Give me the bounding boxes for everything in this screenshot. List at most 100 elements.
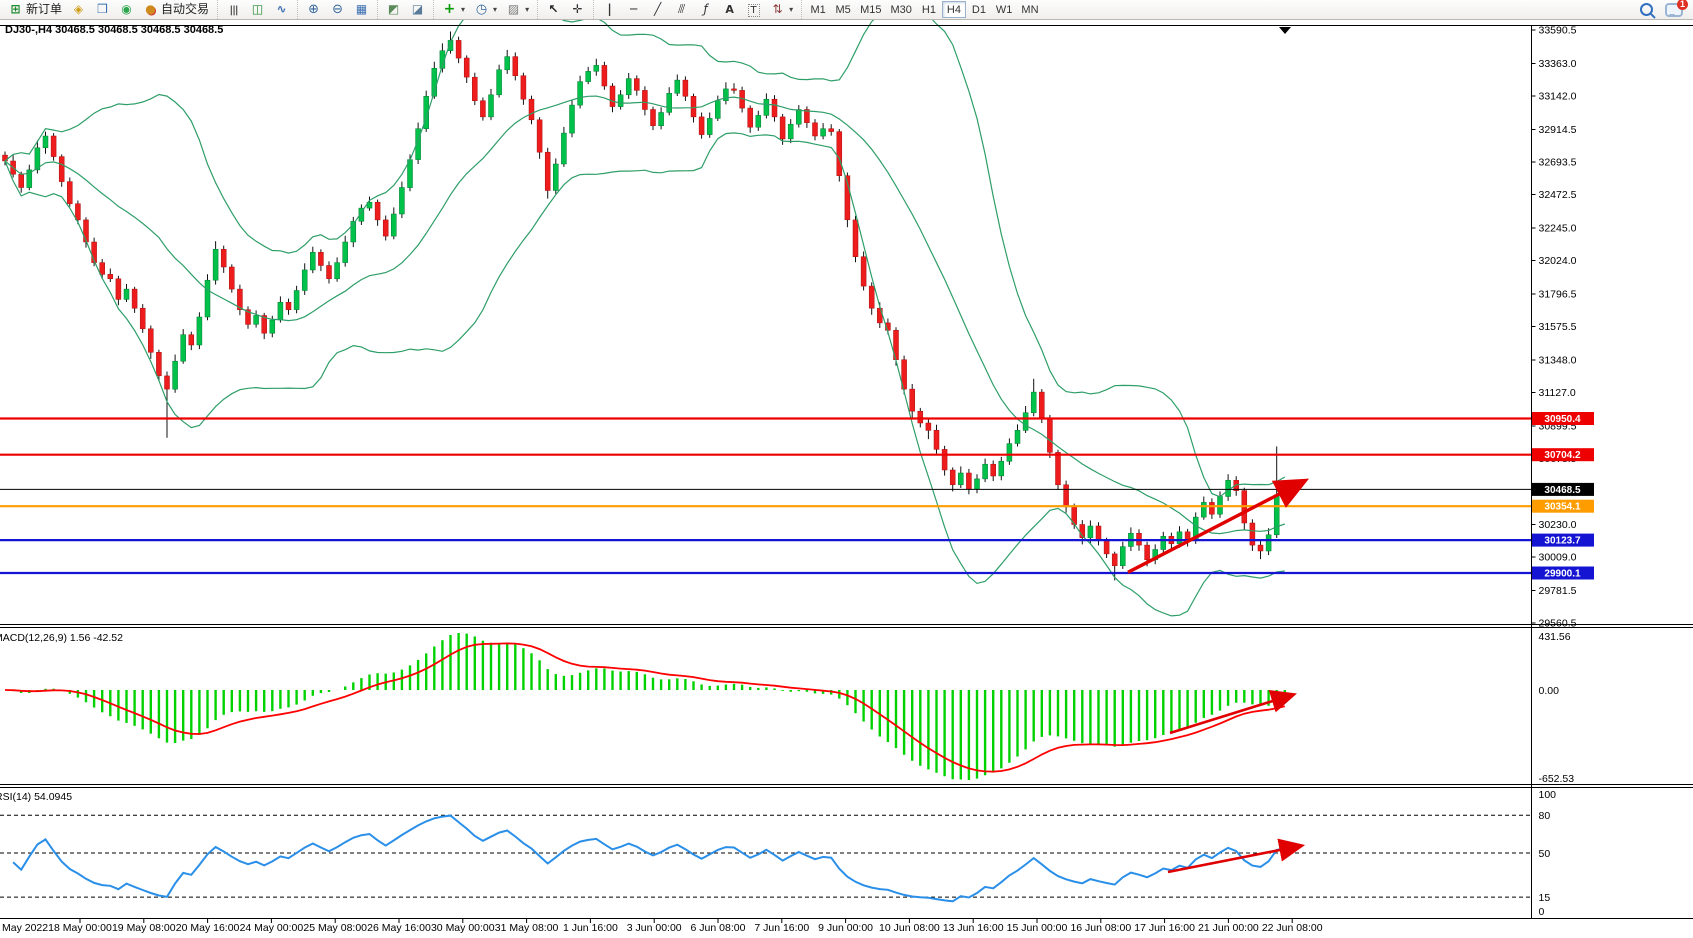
candle-body — [779, 116, 786, 140]
price-tick-label: 32914.5 — [1539, 124, 1577, 136]
time-axis-label: 20 May 16:00 — [176, 922, 240, 934]
candle-body — [455, 40, 462, 59]
toolbar-group: 新订单 自动交易 — [0, 0, 217, 19]
rsi-trend-arrow[interactable] — [1167, 838, 1306, 874]
candle-body — [1265, 534, 1272, 552]
macd-trend-arrow[interactable] — [1169, 690, 1297, 735]
tile-windows-button[interactable] — [350, 1, 373, 18]
chart-shift-button[interactable] — [406, 1, 429, 18]
candle-body — [204, 279, 211, 318]
candle-body — [698, 116, 705, 135]
indicators-button[interactable]: ▾ — [438, 1, 469, 18]
candle-body — [974, 478, 980, 490]
chevron-down-icon[interactable]: ▾ — [525, 5, 530, 14]
text-button[interactable] — [718, 1, 741, 18]
chart-candles-button[interactable] — [246, 1, 269, 18]
candle-body — [1273, 494, 1280, 536]
toolbar-group — [377, 0, 433, 19]
timeframe-m5-button[interactable]: M5 — [831, 1, 855, 18]
candle-body — [1160, 536, 1167, 550]
time-axis-label: 30 May 00:00 — [431, 922, 495, 934]
candle-body — [229, 266, 235, 290]
candle-body — [917, 410, 924, 424]
equidistant-channel-button[interactable] — [670, 1, 693, 18]
timeframe-m30-button[interactable]: M30 — [887, 1, 916, 18]
candle-body — [544, 151, 551, 191]
candle-body — [58, 156, 65, 182]
auto-arrange-button[interactable] — [382, 1, 405, 18]
vertical-line-button[interactable] — [598, 1, 621, 18]
chevron-down-icon[interactable]: ▾ — [789, 5, 794, 14]
candle-body — [156, 352, 162, 377]
toolbar-group: ▾ ▾ ▾ — [433, 0, 537, 19]
candle-body — [561, 132, 567, 165]
search-icon[interactable] — [1640, 3, 1653, 16]
chat-badge: 1 — [1677, 0, 1688, 10]
timeframe-h1-button[interactable]: H1 — [917, 1, 941, 18]
navigator-icon — [95, 2, 110, 17]
auto-trading-button[interactable]: 自动交易 — [139, 1, 213, 18]
candle-body — [1014, 430, 1021, 444]
zoom-out-button[interactable] — [326, 1, 349, 18]
trend-arrow[interactable] — [1127, 478, 1310, 574]
candle-body — [763, 98, 770, 116]
timeframe-group: M1 M5 M15 M30 H1 H4 D1 W1 MN — [801, 0, 1046, 19]
price-tick-label: 29560.5 — [1539, 618, 1577, 630]
timeframe-d1-button[interactable]: D1 — [967, 1, 991, 18]
candle-body — [131, 288, 138, 309]
candle-body — [804, 109, 810, 123]
candle-body — [634, 78, 640, 91]
timeframe-m15-button[interactable]: M15 — [856, 1, 885, 18]
candle-body — [731, 88, 737, 91]
chevron-down-icon[interactable]: ▾ — [493, 5, 498, 14]
shift-marker-icon[interactable] — [1279, 27, 1291, 34]
zoom-in-button[interactable] — [302, 1, 325, 18]
signals-button[interactable] — [115, 1, 138, 18]
macd-axis-label: 431.56 — [1539, 631, 1571, 643]
chart-bars-button[interactable] — [222, 1, 245, 18]
candle-body — [625, 78, 632, 96]
candle-body — [318, 252, 324, 266]
candle-body — [1087, 525, 1094, 539]
crosshair-button[interactable] — [566, 1, 589, 18]
new-order-button[interactable]: 新订单 — [4, 1, 66, 18]
arrows-tool-button[interactable]: ▾ — [766, 1, 797, 18]
chat-icon[interactable]: 1 — [1665, 0, 1688, 17]
candle-body — [350, 221, 357, 243]
periods-button[interactable]: ▾ — [470, 1, 501, 18]
candle-body — [1176, 531, 1183, 544]
cursor-button[interactable] — [542, 1, 565, 18]
timeframe-h4-button[interactable]: H4 — [941, 1, 966, 18]
fibonacci-button[interactable] — [694, 1, 717, 18]
crosshair-icon — [570, 2, 585, 17]
candle-body — [933, 430, 940, 450]
candle-body — [1103, 540, 1110, 555]
time-axis-label: May 2022 — [2, 922, 48, 934]
vertical-line-icon — [602, 2, 617, 17]
price-tick-label: 32472.5 — [1539, 189, 1577, 201]
navigator-button[interactable] — [91, 1, 114, 18]
price-tick-label: 32024.0 — [1539, 255, 1577, 267]
horizontal-line-button[interactable] — [622, 1, 645, 18]
candle-body — [820, 128, 826, 137]
chart-line-button[interactable] — [270, 1, 293, 18]
timeframe-m1-button[interactable]: M1 — [806, 1, 830, 18]
time-axis-label: 18 May 00:00 — [48, 922, 112, 934]
chevron-down-icon[interactable]: ▾ — [461, 5, 466, 14]
timeframe-mn-button[interactable]: MN — [1017, 1, 1042, 18]
text-label-button[interactable] — [742, 1, 765, 18]
candle-body — [601, 65, 608, 87]
market-watch-button[interactable] — [67, 1, 90, 18]
candle-body — [261, 315, 267, 334]
candle-body — [941, 449, 948, 471]
candle-body — [50, 135, 57, 157]
chart-candles-icon — [250, 2, 265, 17]
templates-button[interactable]: ▾ — [502, 1, 533, 18]
auto-trading-label: 自动交易 — [161, 2, 210, 16]
time-axis-label: 31 May 08:00 — [495, 922, 559, 934]
trendline-button[interactable] — [646, 1, 669, 18]
candle-body — [277, 302, 284, 321]
timeframe-w1-button[interactable]: W1 — [992, 1, 1017, 18]
